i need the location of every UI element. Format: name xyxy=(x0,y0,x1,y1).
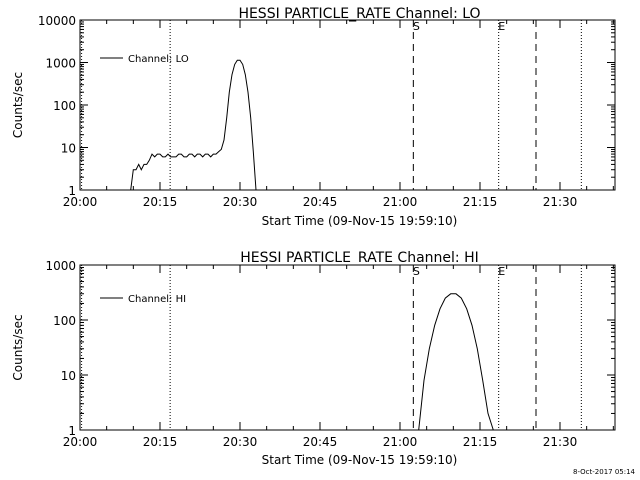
x-tick-label: 20:45 xyxy=(303,195,338,209)
y-tick-label: 10 xyxy=(61,142,76,156)
series-line-0 xyxy=(80,59,262,191)
y-tick-label: 100 xyxy=(53,99,76,113)
x-tick-label: 21:15 xyxy=(463,435,498,449)
x-tick-label: 21:00 xyxy=(383,435,418,449)
y-axis-label: Counts/sec xyxy=(11,72,25,138)
x-tick-label: 20:00 xyxy=(63,195,98,209)
y-tick-label: 10000 xyxy=(38,14,76,28)
chart-title: HESSI PARTICLE_RATE Channel: HI xyxy=(240,250,478,266)
x-tick-label: 20:00 xyxy=(63,435,98,449)
x-tick-label: 20:30 xyxy=(223,195,258,209)
x-tick-label: 20:30 xyxy=(223,435,258,449)
series-line-0 xyxy=(418,293,494,431)
y-tick-label: 1 xyxy=(68,424,76,438)
hi-channel-panel: HESSI PARTICLE_RATE Channel: HI 20:00 20:1… xyxy=(11,250,616,467)
y-tick-label: 1000 xyxy=(45,57,76,71)
x-tick-label: 20:15 xyxy=(143,435,178,449)
y-tick-label: 10 xyxy=(61,369,76,383)
plot-frame xyxy=(79,19,616,191)
x-axis-label: Start Time (09-Nov-15 19:59:10) xyxy=(262,214,458,228)
y-axis-label: Counts/sec xyxy=(11,314,25,380)
x-tick-label: 21:15 xyxy=(463,195,498,209)
y-tick-label: 1 xyxy=(68,184,76,198)
y-tick-label: 100 xyxy=(53,314,76,328)
marker-label-s: S xyxy=(413,20,420,33)
chart-title: HESSI PARTICLE_RATE Channel: LO xyxy=(238,6,480,22)
legend-label: Channel: HI xyxy=(128,294,186,305)
x-tick-label: 21:00 xyxy=(383,195,418,209)
x-tick-label: 21:30 xyxy=(543,435,578,449)
x-tick-label: 20:45 xyxy=(303,435,338,449)
marker-label-e: E xyxy=(498,265,505,278)
lo-channel-panel: HESSI PARTICLE_RATE Channel: LO 20:00 20:1… xyxy=(11,6,616,228)
timestamp-label: 8-Oct-2017 05:14 xyxy=(573,468,636,476)
marker-label-s: S xyxy=(413,265,420,278)
x-axis-label: Start Time (09-Nov-15 19:59:10) xyxy=(262,453,458,467)
x-tick-label: 20:15 xyxy=(143,195,178,209)
plot-frame xyxy=(79,264,616,431)
y-tick-label: 1000 xyxy=(45,259,76,273)
legend-label: Channel: LO xyxy=(128,54,189,65)
x-tick-label: 21:30 xyxy=(543,195,578,209)
marker-label-e: E xyxy=(498,20,505,33)
